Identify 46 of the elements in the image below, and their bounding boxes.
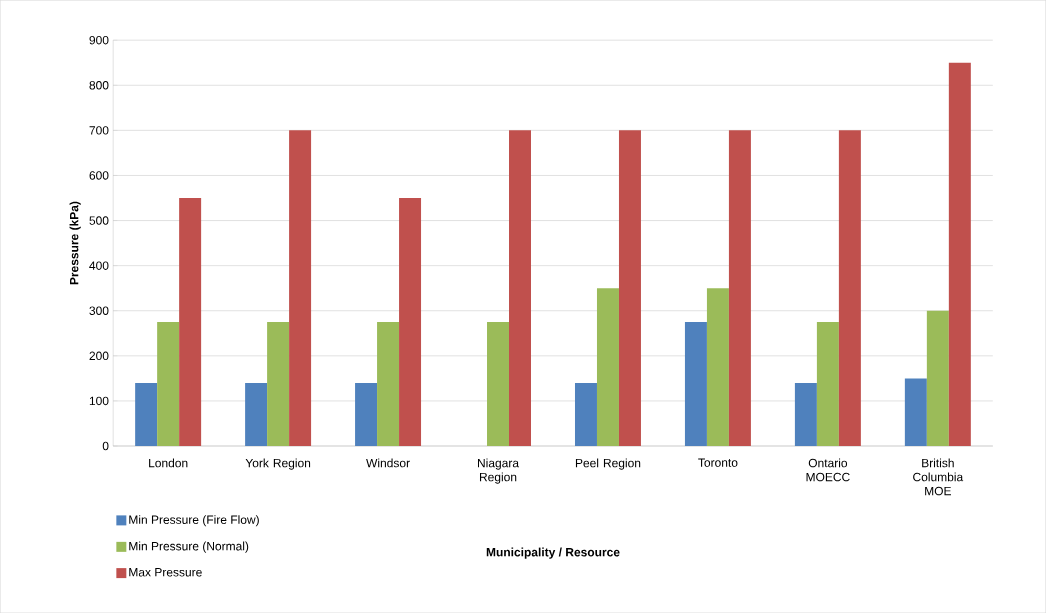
bar [904, 378, 927, 446]
x-tick-label: Toronto [698, 458, 738, 467]
x-axis-title: Municipality / Resource [486, 547, 620, 559]
legend-label: Min Pressure (Normal) [129, 541, 249, 553]
bar [289, 130, 312, 446]
x-tick-label: London [149, 458, 188, 468]
bar [377, 321, 400, 446]
x-tick-label: Windsor [366, 458, 410, 468]
y-axis-title: Pressure (kPa) [69, 201, 81, 285]
y-tick-label: 800 [89, 80, 109, 90]
bar [157, 321, 180, 446]
bar [179, 197, 202, 446]
bar [706, 288, 729, 446]
y-tick-label: 0 [102, 441, 109, 451]
x-tick-label: York Region [245, 458, 311, 470]
bar [596, 288, 619, 446]
bar [267, 321, 290, 446]
bar [509, 130, 531, 446]
bar [487, 321, 510, 446]
bar [574, 382, 597, 446]
x-tick-label: Peel Region [575, 458, 641, 470]
bar [794, 382, 817, 446]
bar [838, 130, 861, 446]
y-tick-label: 400 [89, 261, 109, 270]
x-tick-label: Niagara Region [477, 458, 520, 484]
bar [245, 382, 268, 446]
x-tick-label: Ontario MOECC [806, 458, 850, 482]
bar [399, 197, 422, 446]
bar [948, 62, 971, 446]
bar [728, 130, 751, 446]
y-tick-label: 200 [89, 351, 109, 361]
bar [816, 321, 839, 446]
legend-label: Max Pressure [129, 568, 202, 577]
bar [618, 130, 641, 446]
y-tick-label: 100 [89, 396, 109, 406]
bar [355, 382, 378, 446]
bar [684, 321, 707, 446]
y-tick-label: 900 [89, 35, 109, 45]
y-tick-label: 700 [89, 126, 109, 135]
legend-label: Min Pressure (Fire Flow) [129, 515, 259, 527]
x-tick-label: British Columbia MOE [913, 458, 964, 496]
y-tick-label: 500 [89, 216, 109, 225]
y-tick-label: 300 [89, 306, 109, 315]
bar [926, 310, 949, 446]
bar [135, 382, 158, 446]
y-tick-label: 600 [89, 171, 109, 180]
